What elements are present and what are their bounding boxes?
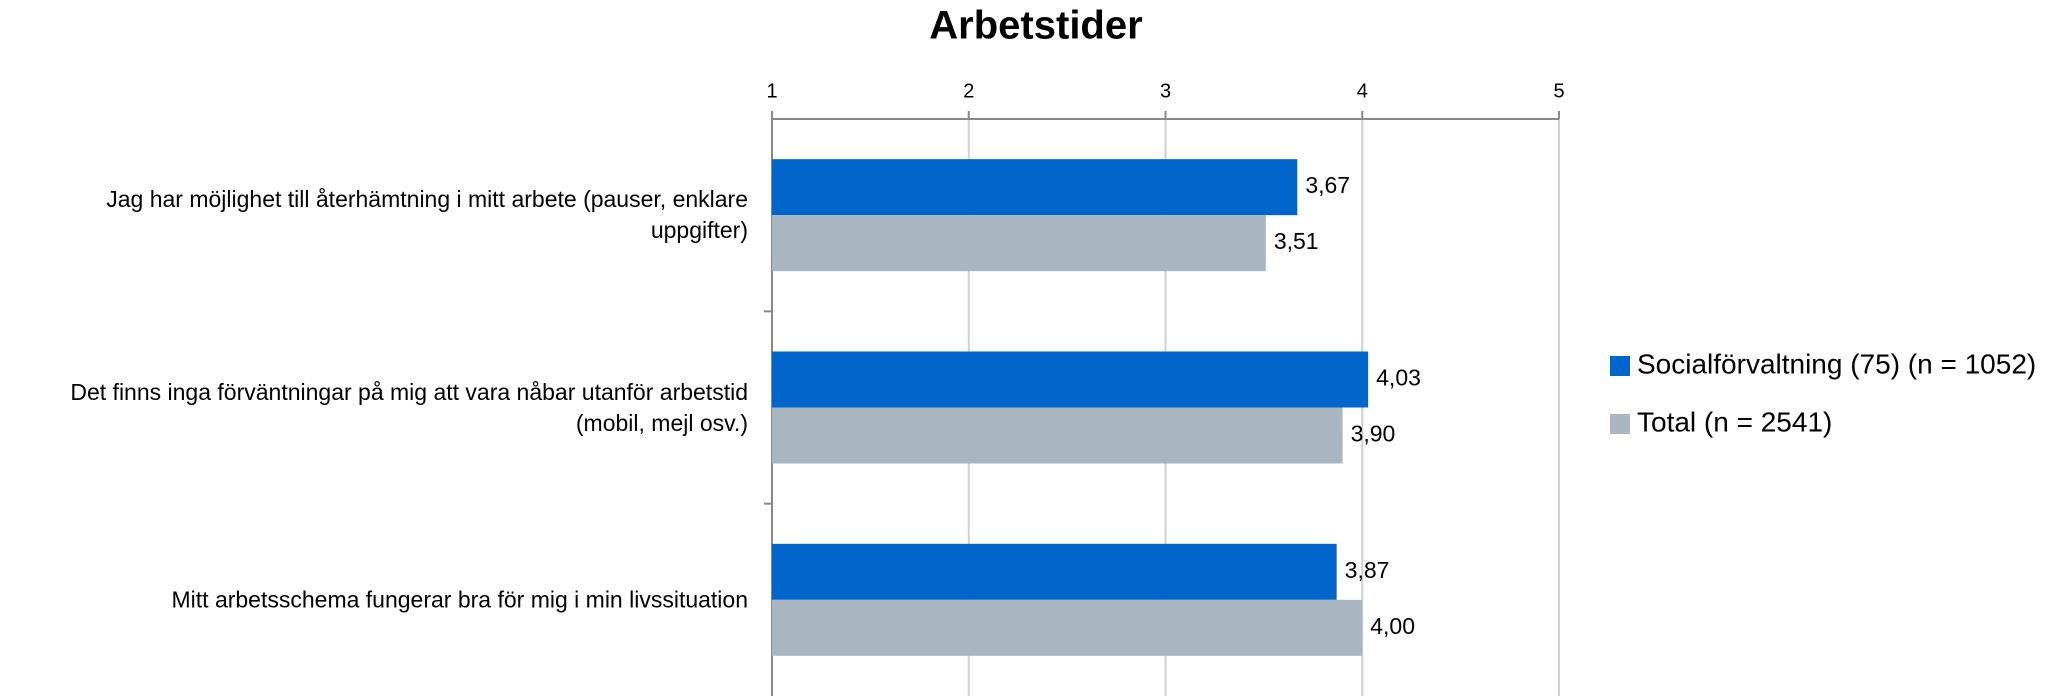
y-tick-label: Mitt arbetsschema fungerar bra för mig i… (171, 586, 749, 613)
x-tick-label: 1 (766, 80, 777, 102)
data-label: 4,00 (1370, 613, 1415, 639)
x-tick-label: 4 (1357, 80, 1368, 102)
bar (772, 159, 1298, 216)
bar (772, 599, 1363, 656)
x-tick-label: 2 (963, 80, 974, 102)
data-label: 3,87 (1345, 557, 1390, 583)
y-tick-label: Jag har möjlighet till återhämtning i mi… (106, 186, 748, 244)
bar (772, 543, 1337, 600)
data-label: 3,51 (1274, 228, 1319, 254)
legend-label: Socialförvaltning (75) (n = 1052) (1637, 348, 2036, 379)
chart-title: Arbetstider (929, 4, 1142, 48)
x-tick-label: 3 (1160, 80, 1171, 102)
y-tick-label: Det finns inga förväntningar på mig att … (70, 378, 748, 436)
bar (772, 351, 1369, 408)
legend-swatch (1610, 356, 1630, 376)
data-label: 3,90 (1351, 421, 1396, 447)
data-label: 3,67 (1305, 172, 1350, 198)
legend-swatch (1610, 414, 1630, 434)
legend-label: Total (n = 2541) (1637, 406, 1832, 437)
data-label: 4,03 (1376, 365, 1421, 391)
bar (772, 407, 1343, 464)
x-tick-label: 5 (1553, 80, 1564, 102)
bar (772, 215, 1266, 272)
